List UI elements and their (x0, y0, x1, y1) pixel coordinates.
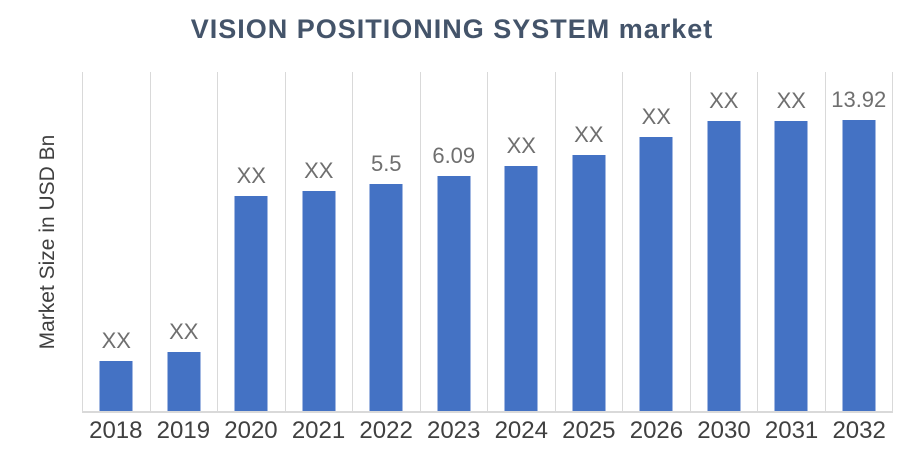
category-cell-2018: XX (82, 72, 150, 411)
bar-value-label-2021: XX (304, 158, 334, 183)
x-tick-2018: 2018 (89, 417, 143, 444)
bar-2030 (707, 121, 741, 411)
x-tick-2026: 2026 (629, 417, 684, 444)
bar-value-label-2030: XX (709, 88, 739, 113)
category-cell-2019: XX (149, 72, 218, 411)
bar-value-label-2023: 6.09 (432, 143, 476, 168)
x-tick-2030: 2030 (697, 417, 751, 444)
bar-2023 (437, 176, 471, 411)
bar-value-label-2026: XX (641, 104, 671, 129)
bar-2019 (167, 352, 201, 411)
bar-2022 (369, 184, 403, 411)
x-tick-2032: 2032 (832, 417, 886, 444)
chart-title: VISION POSITIONING SYSTEM market (190, 14, 714, 44)
category-cell-2021: XX (284, 72, 353, 411)
x-tick-2031: 2031 (764, 417, 819, 444)
bar-2018 (99, 361, 133, 411)
category-cell-2022: 5.5 (352, 72, 420, 411)
bar-2032 (842, 120, 876, 411)
bar-value-label-2031: XX (776, 88, 806, 113)
bar-value-label-2024: XX (506, 133, 536, 158)
bar-2025 (572, 155, 606, 411)
category-cell-2030: XX (689, 72, 758, 411)
x-axis: 2018 2019 2020 2021 2022 2023 2024 2025 2026 2030… (82, 417, 893, 445)
category-cell-2020: XX (217, 72, 285, 411)
bar-value-label-2025: XX (574, 122, 604, 147)
category-cell-2023: 6.09 (419, 72, 488, 411)
bar-value-label-2032: 13.92 (831, 87, 887, 112)
y-axis-title: Market Size in USD Bn (36, 134, 59, 350)
category-cell-2024: XX (487, 72, 555, 411)
x-tick-2025: 2025 (562, 417, 616, 444)
category-cell-2032: 13.92 (824, 72, 893, 411)
bar-value-label-2018: XX (101, 328, 131, 353)
x-tick-2024: 2024 (494, 417, 548, 444)
category-cell-2025: XX (554, 72, 623, 411)
bar-value-label-2019: XX (169, 319, 199, 344)
x-tick-2021: 2021 (291, 417, 346, 444)
bar-2024 (504, 166, 538, 411)
x-tick-2023: 2023 (426, 417, 481, 444)
bar-2031 (774, 121, 808, 411)
bar-value-label-2022: 5.5 (370, 151, 402, 176)
bar-2021 (302, 191, 336, 411)
category-cell-2031: XX (757, 72, 825, 411)
bar-2020 (234, 196, 268, 411)
x-tick-2022: 2022 (359, 417, 413, 444)
category-cell-2026: XX (622, 72, 690, 411)
x-tick-2020: 2020 (224, 417, 278, 444)
plot-area: XX XX XX XX 5.5 6.09 XX XX XX XX XX 13.92 (82, 72, 893, 413)
bar-value-label-2020: XX (236, 163, 266, 188)
x-tick-2019: 2019 (156, 417, 211, 444)
bar-2026 (639, 137, 673, 411)
